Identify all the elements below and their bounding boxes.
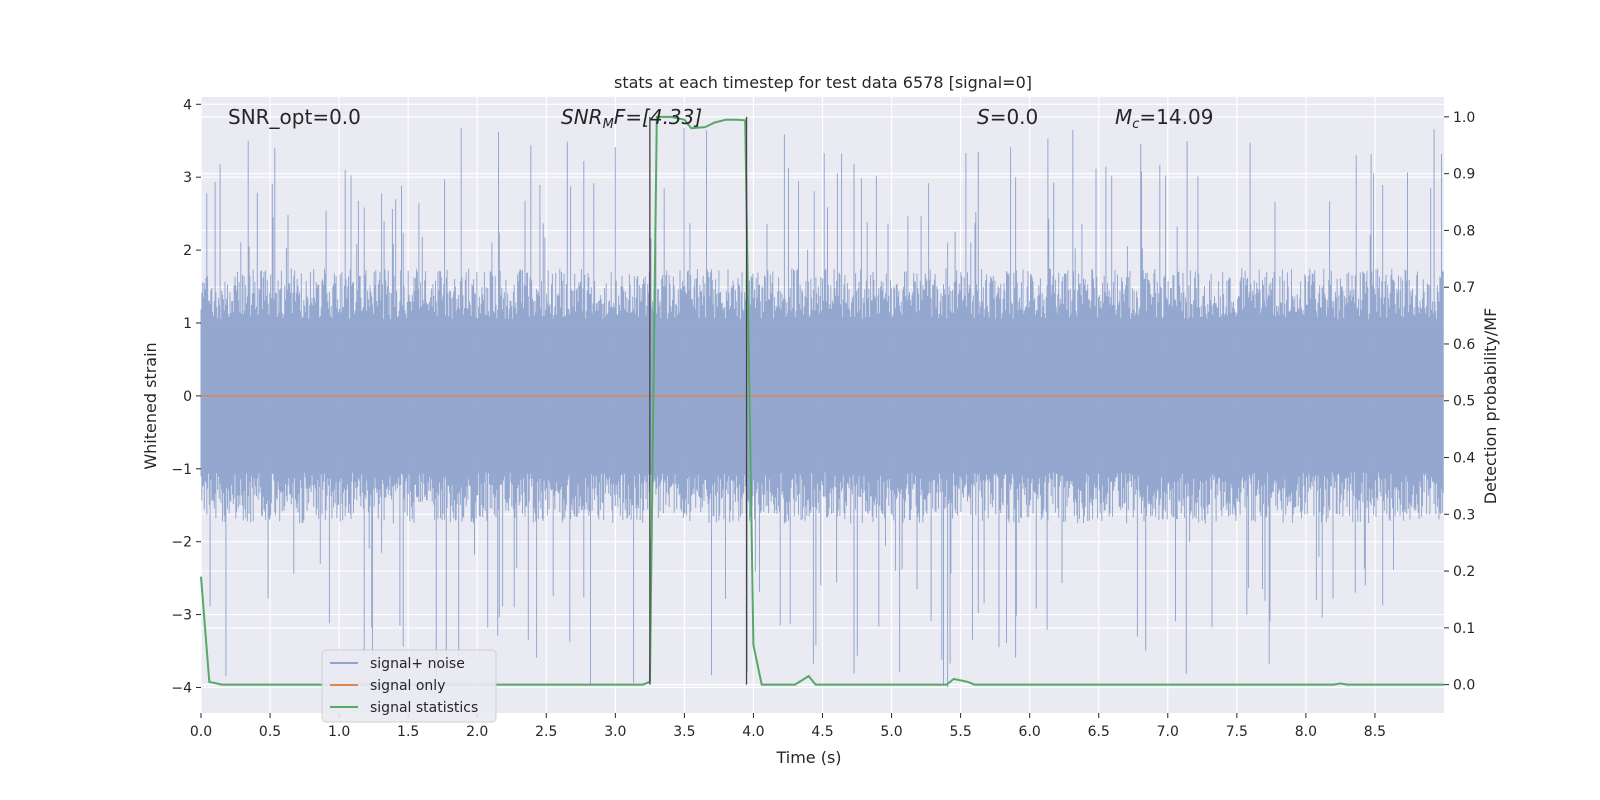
x-tick-label: 6.0 (1019, 724, 1041, 740)
annotation-s: S=0.0 (977, 105, 1038, 129)
x-tick-label: 4.5 (811, 724, 833, 740)
y-left-tick-label: 0 (183, 389, 192, 405)
annotation-snr-mf: SNRMF=[4.33] (561, 105, 702, 132)
annotation-snr-opt: SNR_opt=0.0 (228, 105, 361, 129)
y-right-tick-label: 0.2 (1453, 564, 1475, 580)
annotation-s-value: =0.0 (990, 105, 1039, 129)
y-axis-label-left: Whitened strain (141, 342, 160, 469)
annotation-mc-sub: c (1132, 117, 1139, 132)
x-tick-label: 0.0 (190, 724, 212, 740)
x-tick-label: 8.5 (1364, 724, 1386, 740)
y-right-tick-label: 0.4 (1453, 451, 1475, 467)
y-right-tick-label: 0.6 (1453, 337, 1475, 353)
annotation-snr-mf-sub: M (603, 117, 614, 132)
annotation-mc-base: M (1115, 105, 1132, 129)
chart-title: stats at each timestep for test data 657… (614, 73, 1032, 92)
y-right-tick-label: 0.7 (1453, 280, 1475, 296)
x-tick-label: 4.0 (742, 724, 764, 740)
x-tick-label: 5.0 (880, 724, 902, 740)
y-left-tick-label: −4 (171, 680, 192, 696)
y-right-tick-label: 0.8 (1453, 223, 1475, 239)
series-signal-noise (200, 127, 1444, 688)
y-right-tick-label: 0.9 (1453, 167, 1475, 183)
y-left-tick-label: −2 (171, 535, 192, 551)
x-tick-label: 2.5 (535, 724, 557, 740)
annotation-s-italic: S (977, 105, 990, 129)
y-left-tick-label: 2 (183, 243, 192, 259)
y-right-tick-label: 0.5 (1453, 394, 1475, 410)
y-left-tick-label: −3 (171, 608, 192, 624)
y-right-tick-label: 0.0 (1453, 678, 1475, 694)
x-tick-label: 2.0 (466, 724, 488, 740)
y-left-tick-label: 1 (183, 316, 192, 332)
x-tick-label: 0.5 (259, 724, 281, 740)
x-tick-label: 6.5 (1088, 724, 1110, 740)
annotation-mc: Mc=14.09 (1115, 105, 1213, 132)
y-axis-label-right: Detection probability/MF (1481, 308, 1500, 505)
legend: signal+ noise signal only signal statist… (321, 649, 497, 723)
annotation-snr-mf-f: F=[4.33] (614, 105, 702, 129)
annotation-snr-mf-base: SNR (561, 105, 603, 129)
y-left-tick-label: 4 (183, 97, 192, 113)
legend-entry-signal-statistics: signal statistics (370, 700, 478, 716)
x-tick-label: 3.5 (673, 724, 695, 740)
vertical-markers (649, 116, 748, 685)
legend-box (321, 649, 497, 723)
x-tick-label: 5.5 (949, 724, 971, 740)
x-axis-label: Time (s) (775, 748, 841, 767)
annotation-mc-value: =14.09 (1139, 105, 1213, 129)
legend-entry-signal-only: signal only (370, 678, 445, 694)
y-right-tick-label: 0.1 (1453, 621, 1475, 637)
legend-entry-signal-noise: signal+ noise (370, 656, 465, 672)
series-signal-noise-path (200, 127, 1444, 688)
y-left-tick-label: 3 (183, 170, 192, 186)
x-tick-label: 7.5 (1226, 724, 1248, 740)
x-tick-label: 8.0 (1295, 724, 1317, 740)
axis-ticks: 0.0 0.5 1.0 1.5 2.0 2.5 3.0 3.5 4.0 4.5 5.0 5.5 6.0 6… (171, 97, 1475, 740)
x-tick-label: 1.0 (328, 724, 350, 740)
y-right-tick-label: 0.3 (1453, 507, 1475, 523)
x-tick-label: 7.0 (1157, 724, 1179, 740)
series-signal-statistics (200, 115, 1444, 686)
y-left-tick-label: −1 (171, 462, 192, 478)
x-tick-label: 1.5 (397, 724, 419, 740)
y-right-tick-label: 1.0 (1453, 110, 1475, 126)
x-tick-label: 3.0 (604, 724, 626, 740)
